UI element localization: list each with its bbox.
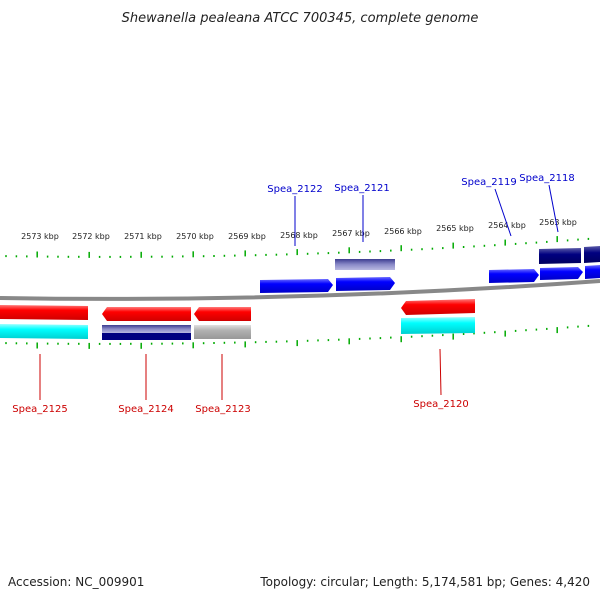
scale-label: 2565 kbp [436, 224, 474, 233]
map-title: Shewanella pealeana ATCC 700345, complet… [122, 11, 479, 26]
gene-label-spea-2123[interactable]: Spea_2123 [195, 404, 250, 415]
genome-backbone [0, 279, 600, 301]
scale-label: 2567 kbp [332, 229, 370, 238]
leader-line-spea-2118 [548, 184, 559, 233]
scale-label: 2570 kbp [176, 232, 214, 241]
gene-arrow-spea-2121[interactable] [336, 277, 395, 291]
gene-label-spea-2125[interactable]: Spea_2125 [12, 404, 67, 415]
feature-reverse-cyan[interactable] [401, 317, 475, 334]
scale-ticks-bottom [5, 324, 590, 349]
gene-arrow-spea-2123[interactable] [194, 307, 251, 321]
gene-arrow-spea-2125[interactable] [0, 305, 88, 320]
accession-text: Accession: NC_009901 [8, 575, 144, 589]
leader-line-spea-2120 [439, 348, 442, 396]
feature-forward-misc[interactable] [335, 259, 395, 270]
scale-label: 2566 kbp [384, 227, 422, 236]
gene-arrow-spea-2124[interactable] [102, 307, 191, 321]
leader-line-spea-2119 [494, 188, 512, 237]
gene-label-spea-2119[interactable]: Spea_2119 [461, 177, 516, 188]
gene-arrow-spea-2119[interactable] [489, 269, 539, 283]
scale-label: 2571 kbp [124, 232, 162, 241]
gene-arrow-spea-2122[interactable] [260, 279, 333, 293]
scale-label: 2569 kbp [228, 232, 266, 241]
scale-label: 2568 kbp [280, 231, 318, 240]
scale-label: 2573 kbp [21, 232, 59, 241]
scale-label: 2572 kbp [72, 232, 110, 241]
scale-ticks-top [5, 236, 590, 258]
gene-label-spea-2121[interactable]: Spea_2121 [334, 183, 389, 194]
feature-reverse-lavender[interactable] [102, 325, 191, 333]
genome-info-text: Topology: circular; Length: 5,174,581 bp… [259, 575, 590, 589]
gene-arrow-spea-2118[interactable] [540, 267, 583, 280]
scale-label: 2563 kbp [539, 218, 577, 227]
gene-arrow-partial[interactable] [585, 265, 600, 279]
feature-forward-navy[interactable] [539, 248, 581, 264]
gene-label-spea-2124[interactable]: Spea_2124 [118, 404, 173, 415]
feature-reverse-grey[interactable] [194, 325, 251, 339]
gene-label-spea-2122[interactable]: Spea_2122 [267, 184, 322, 195]
feature-forward-navy[interactable] [584, 246, 600, 263]
gene-arrow-spea-2120[interactable] [401, 299, 475, 315]
gene-label-spea-2118[interactable]: Spea_2118 [519, 173, 574, 184]
feature-reverse-navy[interactable] [102, 333, 191, 340]
gene-label-spea-2120[interactable]: Spea_2120 [413, 399, 468, 410]
feature-reverse-cyan[interactable] [0, 324, 88, 339]
